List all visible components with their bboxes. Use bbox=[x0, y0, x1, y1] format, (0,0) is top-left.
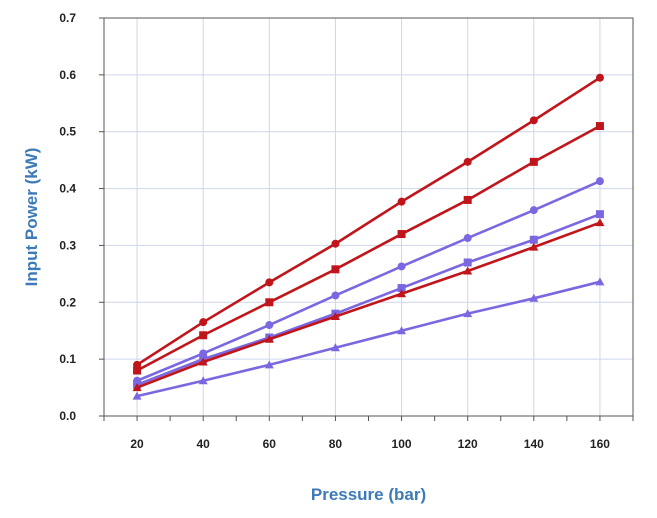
data-point bbox=[132, 391, 142, 400]
data-point bbox=[264, 334, 274, 343]
data-point bbox=[463, 234, 472, 243]
data-point bbox=[463, 309, 473, 318]
x-tick-label: 40 bbox=[197, 437, 211, 451]
data-point bbox=[133, 366, 142, 375]
x-tick-label: 120 bbox=[458, 437, 478, 451]
grid bbox=[104, 18, 633, 416]
data-point bbox=[397, 262, 406, 271]
data-point bbox=[330, 343, 340, 352]
series-line bbox=[136, 280, 601, 398]
data-point bbox=[132, 383, 142, 392]
y-tick-label: 0.4 bbox=[59, 182, 76, 196]
data-point bbox=[331, 291, 340, 300]
series-line bbox=[136, 179, 601, 382]
data-point bbox=[463, 195, 472, 204]
data-point bbox=[198, 357, 208, 366]
data-point bbox=[265, 321, 274, 330]
data-point bbox=[330, 312, 340, 320]
x-axis-title: Pressure (bar) bbox=[311, 485, 426, 504]
data-point bbox=[463, 266, 473, 275]
series-5 bbox=[132, 218, 605, 392]
series-layer bbox=[132, 73, 605, 400]
data-point bbox=[397, 230, 406, 239]
data-point bbox=[397, 197, 406, 206]
series-2 bbox=[133, 122, 604, 375]
data-point bbox=[529, 242, 539, 251]
x-tick-label: 60 bbox=[263, 437, 277, 451]
y-axis-ticks: 0.0 0.1 0.2 0.3 0.4 0.5 0.6 0.7 bbox=[59, 11, 104, 423]
x-tick-label: 160 bbox=[590, 437, 610, 451]
series-line bbox=[136, 76, 601, 366]
data-point bbox=[595, 210, 604, 219]
data-point bbox=[199, 331, 208, 340]
data-point bbox=[198, 376, 208, 385]
x-tick-label: 80 bbox=[329, 437, 343, 451]
y-tick-label: 0.3 bbox=[59, 238, 76, 252]
data-point bbox=[529, 116, 538, 125]
data-point bbox=[529, 157, 538, 166]
data-point bbox=[595, 177, 604, 186]
data-point bbox=[397, 284, 406, 293]
data-point bbox=[331, 239, 340, 248]
series-line bbox=[136, 212, 601, 386]
y-tick-label: 0.0 bbox=[59, 409, 76, 423]
y-axis-title: Input Power (kW) bbox=[22, 148, 41, 287]
data-point bbox=[463, 258, 472, 267]
series-line bbox=[136, 124, 601, 372]
data-point bbox=[331, 265, 340, 274]
data-point bbox=[199, 318, 208, 327]
series-line bbox=[136, 221, 601, 389]
x-tick-label: 20 bbox=[130, 437, 144, 451]
data-point bbox=[264, 360, 274, 369]
data-point bbox=[265, 278, 274, 287]
data-point bbox=[595, 73, 604, 82]
data-point bbox=[397, 326, 407, 335]
data-point bbox=[595, 277, 605, 286]
data-point bbox=[529, 206, 538, 215]
data-point bbox=[595, 122, 604, 131]
y-tick-label: 0.5 bbox=[59, 125, 76, 139]
x-axis-ticks: 20 40 60 80 100 120 140 160 bbox=[103, 416, 634, 451]
series-6 bbox=[132, 277, 605, 400]
series-3 bbox=[133, 177, 604, 385]
x-tick-label: 100 bbox=[392, 437, 412, 451]
data-point bbox=[397, 289, 407, 298]
y-tick-label: 0.6 bbox=[59, 68, 76, 82]
plot-area-frame bbox=[103, 17, 634, 417]
data-point bbox=[529, 235, 538, 244]
series-1 bbox=[133, 73, 604, 369]
y-tick-label: 0.1 bbox=[59, 352, 76, 366]
y-tick-label: 0.2 bbox=[59, 295, 76, 309]
x-tick-label: 140 bbox=[524, 437, 544, 451]
data-point bbox=[595, 218, 605, 227]
y-tick-label: 0.7 bbox=[59, 11, 76, 25]
data-point bbox=[265, 298, 274, 307]
data-point bbox=[529, 293, 539, 302]
data-point bbox=[463, 157, 472, 166]
